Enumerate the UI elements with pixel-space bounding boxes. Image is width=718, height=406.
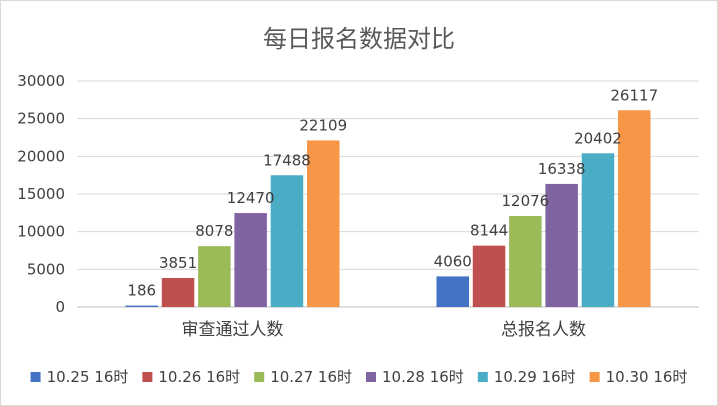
data-label: 12470 <box>227 189 275 207</box>
category-label: 总报名人数 <box>501 320 586 340</box>
data-label: 16338 <box>538 160 586 178</box>
legend-label: 10.30 16时 <box>606 368 688 386</box>
legend-swatch <box>30 372 41 382</box>
bar <box>307 140 340 307</box>
y-tick-label: 15000 <box>17 185 65 203</box>
bar <box>509 216 542 307</box>
bar <box>161 277 195 307</box>
legend-swatch <box>142 372 153 382</box>
legend-swatch <box>589 372 600 382</box>
bars <box>125 110 651 308</box>
legend-swatch <box>477 372 488 382</box>
category-label: 审查通过人数 <box>182 320 284 340</box>
data-label: 20402 <box>574 129 622 147</box>
data-label: 12076 <box>501 192 549 210</box>
bar <box>436 276 469 307</box>
legend-swatch <box>254 372 265 382</box>
y-tick-label: 0 <box>55 298 65 316</box>
chart-title: 每日报名数据对比 <box>263 25 455 53</box>
bar <box>234 213 267 307</box>
legend-label: 10.27 16时 <box>270 368 352 386</box>
legend-label: 10.29 16时 <box>494 368 576 386</box>
y-tick-label: 20000 <box>17 147 65 165</box>
data-label: 4060 <box>434 252 472 270</box>
data-label: 22109 <box>299 116 347 134</box>
data-label: 3851 <box>159 254 197 272</box>
x-axis: 审查通过人数 总报名人数 <box>182 320 587 340</box>
bar <box>581 153 615 307</box>
data-label: 8144 <box>470 222 508 240</box>
legend-label: 10.25 16时 <box>47 368 129 386</box>
bar <box>472 245 506 307</box>
y-tick-label: 5000 <box>27 260 65 278</box>
bar <box>270 175 304 307</box>
bar <box>618 110 651 308</box>
legend-label: 10.26 16时 <box>158 368 240 386</box>
legend: 10.25 16时 10.26 16时 10.27 16时 10.28 16时 10.2… <box>30 368 688 386</box>
data-label: 17488 <box>263 151 311 169</box>
legend-swatch <box>366 372 376 382</box>
bar <box>198 246 231 307</box>
y-tick-label: 25000 <box>17 110 65 128</box>
data-label: 8078 <box>195 222 233 240</box>
data-label: 26117 <box>610 86 658 104</box>
y-tick-label: 10000 <box>17 223 65 241</box>
bar <box>125 305 158 307</box>
data-label: 186 <box>127 282 156 300</box>
y-tick-label: 30000 <box>17 72 65 90</box>
bar <box>545 183 578 307</box>
legend-label: 10.28 16时 <box>382 368 464 386</box>
